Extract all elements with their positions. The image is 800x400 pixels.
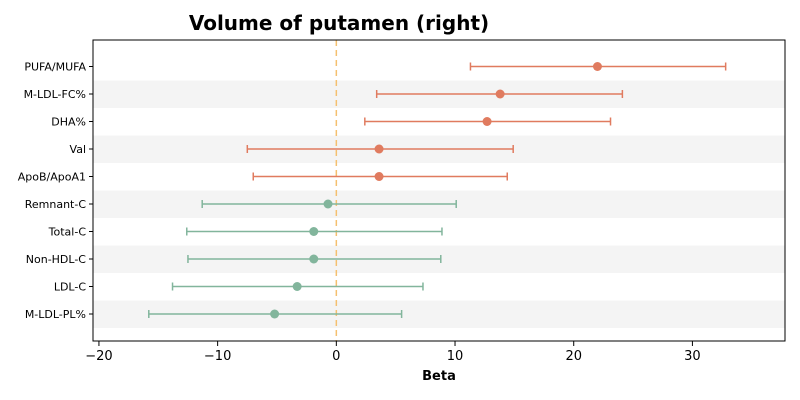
y-tick-label: Non-HDL-C: [26, 253, 87, 266]
y-tick-label: PUFA/MUFA: [24, 61, 86, 74]
point-estimate: [292, 282, 302, 291]
x-axis-label: Beta: [422, 369, 456, 384]
point-estimate: [482, 117, 492, 126]
plot-frame: [92, 39, 786, 342]
point-estimate: [374, 172, 384, 181]
y-tick-label: Remnant-C: [25, 198, 87, 211]
x-tick-label: 10: [447, 349, 464, 364]
y-tick-label: Val: [70, 143, 86, 156]
point-estimate: [495, 89, 505, 99]
y-tick-label: M-LDL-PL%: [25, 308, 86, 321]
point-estimate: [592, 62, 602, 71]
y-tick-label: DHA%: [51, 116, 86, 129]
x-tick-label: 30: [684, 349, 701, 364]
x-tick-label: 20: [565, 349, 582, 364]
estimate-marks: [148, 62, 727, 319]
y-tick-label: Total-C: [48, 226, 87, 239]
chart-title: Volume of putamen (right): [189, 11, 489, 35]
point-estimate: [270, 309, 280, 319]
x-tick-label: 0: [332, 349, 340, 364]
point-estimate: [309, 254, 319, 264]
point-estimate: [323, 199, 333, 209]
y-tick-label: LDL-C: [54, 281, 87, 294]
y-tick-label: ApoB/ApoA1: [18, 171, 86, 184]
x-tick-label: −20: [85, 349, 112, 364]
point-estimate: [374, 144, 384, 154]
axes: PUFA/MUFA M-LDL-FC% DHA% Val ApoB/ApoA1 Remna…: [18, 39, 786, 364]
y-tick-label: M-LDL-FC%: [24, 88, 86, 101]
point-estimate: [309, 227, 319, 236]
x-tick-label: −10: [204, 349, 231, 364]
